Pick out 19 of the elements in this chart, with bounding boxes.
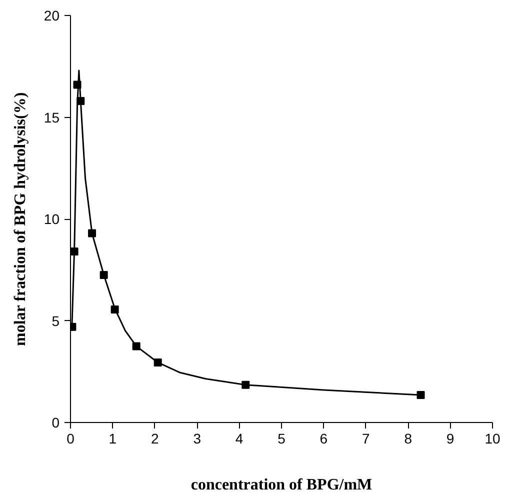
x-tick-label: 7 [362,430,370,446]
y-tick-label: 0 [52,414,60,430]
y-tick-label: 10 [44,211,60,227]
x-tick-label: 1 [108,430,117,446]
y-tick-label: 15 [44,109,60,126]
y-tick-label: 20 [44,8,60,24]
y-axis-title: molar fraction of BPG hydrolysis(%) [12,92,29,346]
x-tick-label: 0 [66,430,75,446]
point [416,391,425,400]
x-tick-label: 8 [404,430,412,446]
x-tick-label: 10 [484,430,500,446]
x-tick-label: 3 [193,430,202,446]
y-tick-label: 5 [52,312,60,329]
x-tick-label: 4 [235,430,244,446]
x-tick-label: 6 [320,430,328,446]
x-axis-title: concentration of BPG/mM [190,476,372,494]
x-tick-label: 9 [446,430,454,446]
x-tick-label: 5 [278,430,286,446]
x-tick-label: 2 [151,430,160,446]
